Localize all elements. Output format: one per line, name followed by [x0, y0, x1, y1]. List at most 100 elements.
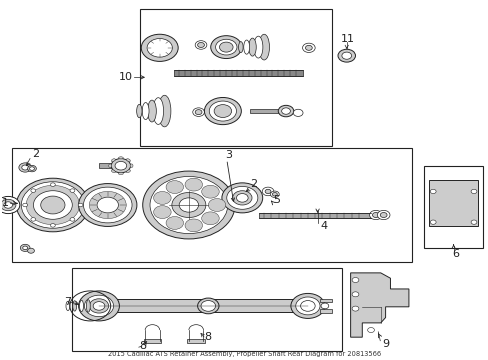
Circle shape [219, 42, 233, 52]
Circle shape [21, 182, 84, 228]
Circle shape [302, 43, 315, 53]
Circle shape [222, 183, 262, 213]
Circle shape [351, 278, 358, 283]
Circle shape [429, 189, 435, 194]
Circle shape [79, 291, 119, 321]
Ellipse shape [108, 164, 111, 167]
Bar [424, 166, 482, 248]
Text: 7: 7 [64, 297, 71, 307]
Ellipse shape [142, 103, 149, 120]
Circle shape [70, 217, 75, 221]
Circle shape [236, 194, 247, 202]
Circle shape [209, 101, 236, 121]
Ellipse shape [118, 157, 123, 159]
Bar [99, 163, 121, 168]
Ellipse shape [243, 40, 249, 54]
Circle shape [210, 36, 242, 59]
Ellipse shape [158, 95, 170, 127]
Bar [319, 310, 331, 313]
Ellipse shape [118, 172, 123, 175]
Ellipse shape [153, 98, 163, 125]
Ellipse shape [73, 301, 77, 311]
Circle shape [115, 161, 126, 170]
Bar [249, 109, 283, 113]
Ellipse shape [130, 164, 133, 167]
Circle shape [195, 110, 202, 114]
Circle shape [78, 203, 83, 207]
Bar [12, 148, 411, 262]
Ellipse shape [86, 300, 90, 312]
Circle shape [31, 189, 36, 192]
Ellipse shape [258, 34, 269, 60]
Circle shape [278, 105, 293, 117]
Circle shape [195, 41, 206, 49]
Bar [259, 212, 370, 217]
Circle shape [23, 246, 27, 249]
Circle shape [440, 192, 465, 211]
Circle shape [305, 45, 312, 50]
Bar [319, 299, 331, 302]
Circle shape [372, 212, 379, 217]
Circle shape [50, 224, 55, 227]
Circle shape [50, 183, 55, 186]
Circle shape [97, 197, 118, 213]
Ellipse shape [238, 42, 243, 53]
Circle shape [264, 189, 270, 194]
Ellipse shape [253, 36, 263, 58]
Circle shape [84, 295, 113, 317]
Text: 2: 2 [32, 149, 40, 159]
Circle shape [262, 187, 273, 196]
Circle shape [204, 98, 241, 125]
Text: 9: 9 [381, 339, 388, 349]
Circle shape [26, 185, 80, 225]
Bar [72, 267, 341, 351]
Text: 2015 Cadillac ATS Retainer Assembly, Propeller Shaft Rear Diagram for 20813566: 2015 Cadillac ATS Retainer Assembly, Pro… [108, 351, 381, 357]
Circle shape [197, 298, 219, 314]
Circle shape [22, 165, 28, 170]
Circle shape [351, 306, 358, 311]
Circle shape [351, 292, 358, 297]
Circle shape [208, 199, 225, 211]
Bar [140, 9, 331, 146]
Circle shape [23, 203, 27, 207]
Circle shape [0, 199, 16, 211]
Circle shape [20, 244, 30, 251]
Circle shape [33, 191, 72, 219]
Text: 4: 4 [320, 221, 327, 231]
Circle shape [93, 302, 104, 310]
Circle shape [377, 210, 389, 220]
Circle shape [201, 301, 215, 311]
Circle shape [166, 216, 183, 229]
Circle shape [79, 184, 137, 226]
Circle shape [270, 191, 279, 198]
Circle shape [19, 163, 31, 172]
Circle shape [300, 301, 315, 311]
Circle shape [27, 248, 34, 253]
Circle shape [4, 202, 13, 208]
Circle shape [31, 217, 36, 221]
Circle shape [29, 167, 34, 170]
Polygon shape [350, 273, 408, 337]
Text: 3: 3 [225, 150, 232, 160]
Circle shape [380, 212, 386, 217]
Circle shape [232, 191, 251, 205]
Circle shape [337, 49, 355, 62]
Circle shape [295, 297, 319, 315]
Circle shape [89, 299, 108, 313]
Text: 6: 6 [451, 249, 459, 259]
Circle shape [293, 109, 303, 116]
Circle shape [272, 193, 277, 196]
Circle shape [17, 178, 89, 232]
Ellipse shape [248, 38, 256, 56]
Bar [187, 339, 204, 343]
Circle shape [429, 184, 476, 219]
Circle shape [179, 198, 198, 212]
Ellipse shape [126, 159, 130, 162]
Circle shape [197, 42, 204, 48]
Circle shape [153, 206, 171, 219]
Circle shape [214, 105, 231, 117]
Circle shape [111, 158, 130, 173]
Circle shape [89, 192, 126, 219]
Circle shape [141, 34, 178, 62]
Circle shape [470, 189, 476, 194]
